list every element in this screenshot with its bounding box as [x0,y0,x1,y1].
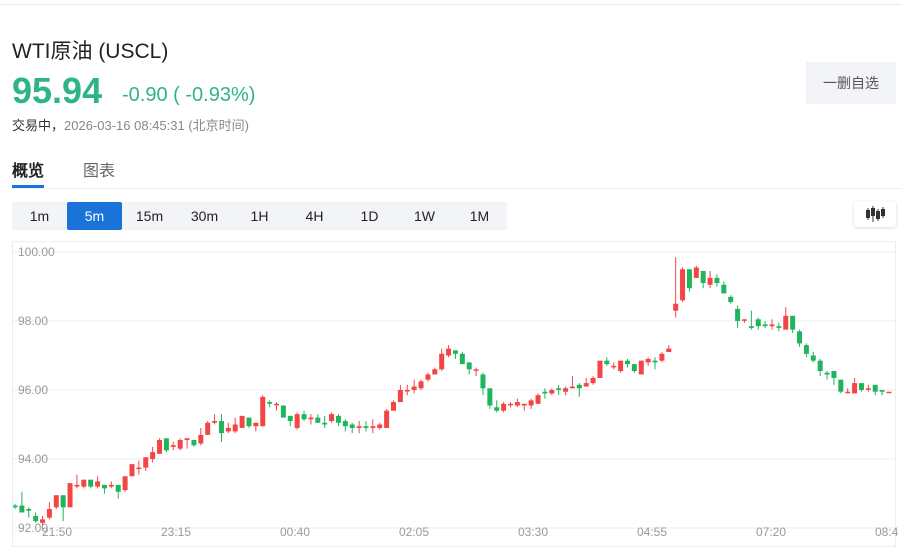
period-1m[interactable]: 1m [29,208,50,224]
period-5m[interactable]: 5m [67,202,122,230]
timestamp: 2026-03-16 08:45:31 (北京时间) [64,118,249,133]
x-tick-label: 23:15 [161,525,192,539]
tab-overview[interactable]: 概览 [12,163,45,180]
x-tick-label: 03:30 [518,525,549,539]
tab-bar: 概览 图表 [12,155,902,189]
x-tick-label: 02:05 [399,525,430,539]
x-tick-label: 04:55 [637,525,668,539]
x-tick-label: 21:50 [42,525,73,539]
active-tab-indicator [12,185,44,188]
x-tick-label: 07:20 [756,525,787,539]
y-tick-label: 92.00 [18,521,49,535]
period-selector: 1m 5m 15m 30m 1H 4H 1D 1W 1M [12,202,507,230]
trading-status: 交易中，2026-03-16 08:45:31 (北京时间) [12,115,249,134]
price-change: -0.90 ( -0.93%) [122,84,256,106]
status-label: 交易中， [12,118,65,133]
last-price: 95.94 [12,70,103,111]
y-tick-label: 94.00 [18,452,49,466]
period-1w[interactable]: 1W [414,208,435,224]
period-1mo[interactable]: 1M [469,208,490,224]
period-4h[interactable]: 4H [305,208,324,224]
x-tick-label: 08:4 [875,525,899,539]
y-tick-label: 96.00 [18,383,49,397]
period-30m[interactable]: 30m [190,208,219,224]
period-15m[interactable]: 15m [135,208,164,224]
y-tick-label: 100.00 [18,245,55,259]
tabs-divider [12,188,902,189]
remove-watchlist-button[interactable]: 一删自选 [806,62,896,104]
x-tick-label: 00:40 [280,525,311,539]
chart-plot-area [13,251,897,529]
period-1h[interactable]: 1H [250,208,269,224]
period-1d[interactable]: 1D [360,208,379,224]
tab-chart[interactable]: 图表 [83,163,116,180]
top-divider [0,4,902,5]
chart-type-button[interactable] [854,201,896,227]
y-tick-label: 98.00 [18,314,49,328]
candlestick-icon [866,206,885,222]
instrument-title: WTI原油 (USCL) [12,40,169,63]
candlestick-chart[interactable]: 100.00 98.00 96.00 94.00 92.00 21:50 23:… [12,241,899,547]
